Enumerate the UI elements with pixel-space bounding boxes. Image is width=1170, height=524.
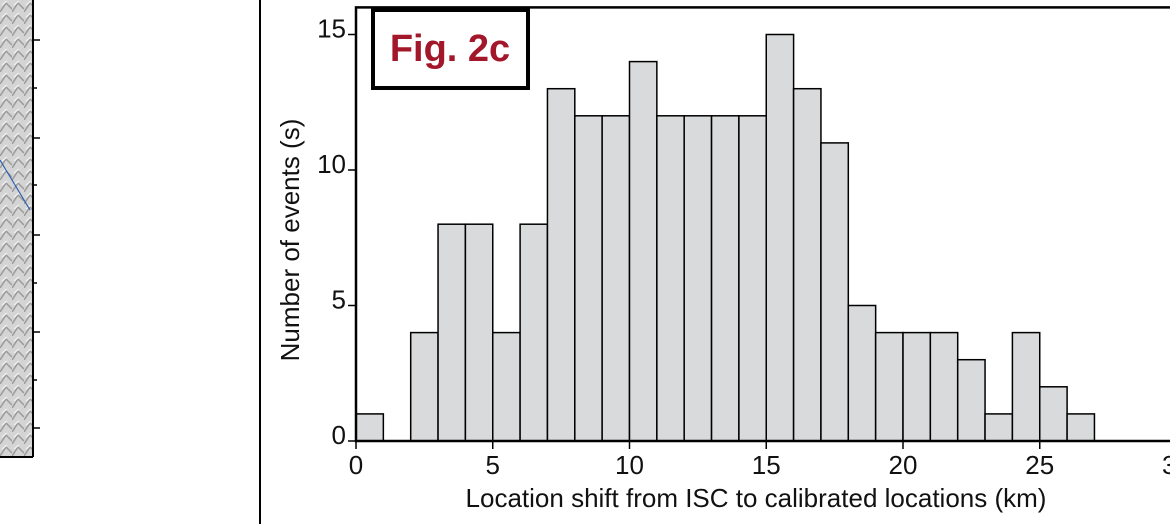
bar <box>520 224 547 441</box>
x-axis-label: Location shift from ISC to calibrated lo… <box>466 483 1047 513</box>
bar <box>684 116 711 441</box>
bar <box>411 333 438 441</box>
bar <box>794 89 821 441</box>
bar <box>575 116 602 441</box>
bar <box>930 333 957 441</box>
x-tick-label: 30 <box>1162 450 1170 480</box>
bar <box>903 333 930 441</box>
annotation: Fig. 2c <box>390 28 510 70</box>
y-tick-label: 0 <box>332 420 346 450</box>
y-axis-label: Number of events (s) <box>275 119 305 362</box>
bar <box>657 116 684 441</box>
bar <box>985 414 1012 441</box>
bar <box>848 306 875 442</box>
bar <box>547 89 574 441</box>
bar <box>876 333 903 441</box>
bar <box>465 224 492 441</box>
bar <box>958 360 985 441</box>
y-tick-label: 15 <box>317 13 346 43</box>
bar <box>821 143 848 441</box>
x-tick-label: 15 <box>752 450 781 480</box>
map-panel <box>0 0 40 457</box>
x-tick-label: 25 <box>1025 450 1054 480</box>
chart: Number of events (s) Location shift from… <box>0 0 1170 524</box>
bar <box>630 62 657 441</box>
x-tick-label: 0 <box>349 450 363 480</box>
x-tick-label: 20 <box>889 450 918 480</box>
bar <box>1067 414 1094 441</box>
bar <box>602 116 629 441</box>
bar <box>766 35 793 442</box>
bar <box>493 333 520 441</box>
x-tick-label: 5 <box>486 450 500 480</box>
page: Number of events (s) Location shift from… <box>0 0 1170 524</box>
y-tick-label: 10 <box>317 149 346 179</box>
bar <box>356 414 383 441</box>
bar <box>712 116 739 441</box>
y-tick-label: 5 <box>332 284 346 314</box>
bar <box>438 224 465 441</box>
bar <box>1012 333 1039 441</box>
bar <box>1040 387 1067 441</box>
bar <box>739 116 766 441</box>
x-tick-label: 10 <box>615 450 644 480</box>
